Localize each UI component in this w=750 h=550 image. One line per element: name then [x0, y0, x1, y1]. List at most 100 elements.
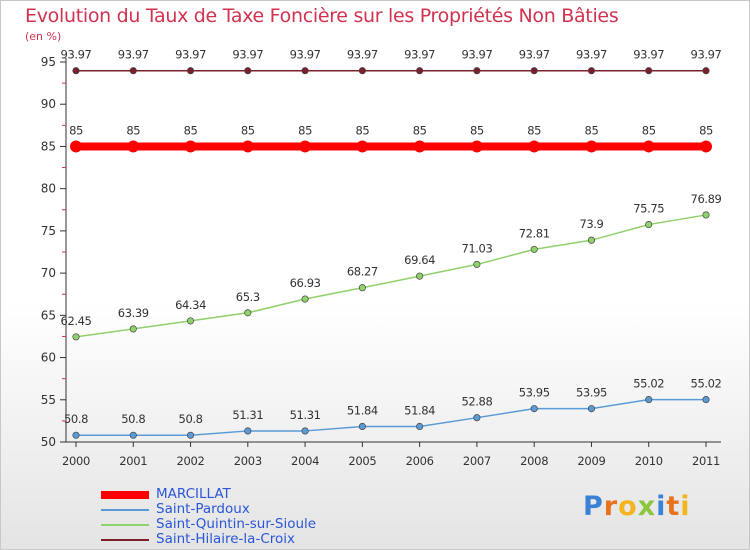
legend-swatch-saint-quintin-sur-sioule	[101, 523, 149, 526]
x-tick-label: 2006	[406, 454, 434, 468]
data-point-saint-pardoux	[645, 396, 653, 404]
data-label-saint-hilaire-la-croix: 93.97	[576, 48, 607, 62]
data-label-marcillat: 85	[585, 123, 599, 137]
data-point-marcillat	[184, 140, 197, 153]
x-tick-label: 2007	[463, 454, 491, 468]
data-point-saint-pardoux	[358, 422, 366, 431]
legend-label-saint-pardoux: Saint-Pardoux	[156, 501, 250, 517]
x-tick-label: 2005	[348, 454, 376, 468]
series-line-saint-quintin-sur-sioule	[75, 214, 707, 338]
proxiti-logo: Proxiti	[583, 491, 691, 522]
x-tick-label: 2011	[692, 454, 720, 468]
data-point-marcillat	[700, 140, 712, 153]
data-point-saint-hilaire-la-croix	[244, 67, 252, 75]
data-point-saint-quintin-sur-sioule	[473, 260, 481, 268]
legend-item-saint-quintin-sur-sioule[interactable]: Saint-Quintin-sur-Sioule	[101, 517, 316, 532]
data-point-saint-pardoux	[72, 431, 80, 439]
data-point-saint-pardoux	[416, 422, 424, 431]
logo-letter: i	[656, 491, 667, 522]
data-label-saint-pardoux: 53.95	[576, 386, 607, 400]
data-label-saint-pardoux: 53.95	[519, 386, 550, 400]
x-tick-label: 2002	[177, 454, 205, 468]
data-point-saint-hilaire-la-croix	[416, 67, 424, 75]
data-label-saint-hilaire-la-croix: 93.97	[691, 48, 722, 62]
logo-letter: P	[583, 491, 604, 522]
data-label-saint-quintin-sur-sioule: 69.64	[404, 253, 435, 267]
data-label-saint-hilaire-la-croix: 93.97	[461, 48, 492, 62]
data-label-saint-hilaire-la-croix: 93.97	[118, 48, 149, 62]
logo-letter: r	[603, 491, 619, 522]
data-point-saint-quintin-sur-sioule	[645, 221, 653, 229]
data-label-marcillat: 85	[355, 123, 369, 137]
legend-item-saint-pardoux[interactable]: Saint-Pardoux	[101, 502, 250, 517]
data-label-saint-pardoux: 55.02	[633, 377, 664, 391]
data-label-marcillat: 85	[413, 123, 427, 137]
data-point-saint-hilaire-la-croix	[702, 67, 710, 75]
x-tick-label: 2009	[577, 454, 605, 468]
data-point-saint-hilaire-la-croix	[645, 67, 653, 75]
data-label-saint-hilaire-la-croix: 93.97	[61, 48, 92, 62]
data-label-saint-hilaire-la-croix: 93.97	[232, 48, 263, 62]
chart-title: Evolution du Taux de Taxe Foncière sur l…	[25, 5, 619, 27]
data-label-saint-hilaire-la-croix: 93.97	[404, 48, 435, 62]
data-point-marcillat	[299, 140, 312, 153]
data-point-marcillat	[585, 140, 598, 153]
data-point-saint-hilaire-la-croix	[301, 67, 309, 75]
data-label-marcillat: 85	[470, 123, 484, 137]
legend-swatch-saint-hilaire-la-croix	[101, 538, 149, 541]
data-point-marcillat	[528, 140, 541, 153]
data-point-saint-quintin-sur-sioule	[186, 317, 195, 325]
data-label-saint-quintin-sur-sioule: 73.9	[579, 217, 603, 231]
data-label-saint-hilaire-la-croix: 93.97	[347, 48, 378, 62]
x-tick-label: 2010	[635, 454, 663, 468]
data-point-saint-hilaire-la-croix	[72, 67, 80, 75]
data-point-marcillat	[413, 140, 426, 153]
data-point-marcillat	[127, 140, 140, 153]
data-label-marcillat: 85	[642, 123, 656, 137]
data-label-saint-pardoux: 55.02	[691, 377, 722, 391]
legend-item-saint-hilaire-la-croix[interactable]: Saint-Hilaire-la-Croix	[101, 532, 295, 547]
data-point-saint-quintin-sur-sioule	[702, 211, 710, 219]
x-tick-label: 2003	[234, 454, 262, 468]
logo-letter: t	[666, 491, 681, 522]
data-label-saint-quintin-sur-sioule: 71.03	[461, 241, 492, 255]
data-point-saint-hilaire-la-croix	[358, 67, 366, 75]
legend-label-saint-hilaire-la-croix: Saint-Hilaire-la-Croix	[156, 531, 295, 547]
data-label-saint-hilaire-la-croix: 93.97	[290, 48, 321, 62]
data-label-marcillat: 85	[298, 123, 312, 137]
legend-item-marcillat[interactable]: MARCILLAT	[101, 487, 231, 502]
data-point-saint-hilaire-la-croix	[530, 67, 538, 75]
logo-letter: i	[680, 491, 691, 522]
data-point-marcillat	[470, 140, 483, 153]
data-point-marcillat	[356, 140, 369, 153]
y-tick-label: 85	[41, 139, 56, 153]
data-point-saint-pardoux	[186, 431, 195, 439]
data-point-saint-hilaire-la-croix	[186, 67, 195, 75]
data-label-marcillat: 85	[527, 123, 541, 137]
data-point-saint-pardoux	[301, 427, 309, 435]
data-label-saint-hilaire-la-croix: 93.97	[519, 48, 550, 62]
data-label-saint-quintin-sur-sioule: 63.39	[118, 306, 149, 320]
data-label-marcillat: 85	[699, 123, 713, 137]
data-label-saint-pardoux: 50.8	[121, 412, 145, 426]
data-point-saint-pardoux	[587, 405, 596, 413]
data-label-marcillat: 85	[241, 123, 255, 137]
x-tick-label: 2000	[62, 454, 90, 468]
logo-letter: o	[618, 491, 638, 522]
data-label-saint-pardoux: 51.84	[347, 403, 378, 417]
series-line-saint-pardoux	[76, 398, 706, 436]
data-point-saint-pardoux	[129, 431, 137, 439]
y-tick-label: 80	[41, 182, 56, 196]
y-tick-label: 55	[41, 393, 56, 407]
data-point-marcillat	[241, 140, 254, 153]
data-label-saint-hilaire-la-croix: 93.97	[175, 48, 206, 62]
x-tick-label: 2004	[291, 454, 319, 468]
data-label-saint-quintin-sur-sioule: 64.34	[175, 298, 206, 312]
data-point-saint-quintin-sur-sioule	[587, 236, 596, 244]
legend-label-saint-quintin-sur-sioule: Saint-Quintin-sur-Sioule	[156, 516, 317, 532]
data-label-saint-quintin-sur-sioule: 65.3	[236, 290, 260, 304]
data-label-saint-pardoux: 50.8	[64, 412, 88, 426]
legend-swatch-saint-pardoux	[101, 508, 149, 511]
